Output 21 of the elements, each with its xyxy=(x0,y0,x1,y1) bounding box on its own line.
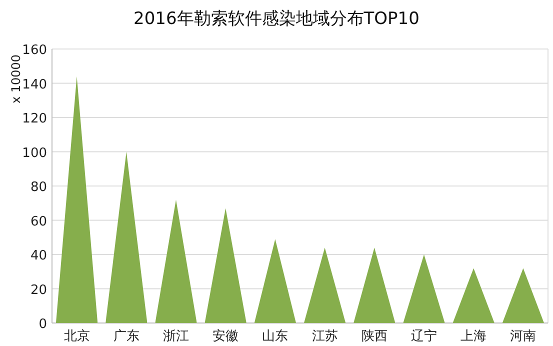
y-tick-label: 20 xyxy=(30,282,47,298)
x-tick-label: 河南 xyxy=(510,329,536,344)
y-tick-label: 40 xyxy=(30,248,47,264)
x-tick-label: 浙江 xyxy=(163,329,189,344)
y-tick-label: 80 xyxy=(30,180,47,195)
x-tick-label: 江苏 xyxy=(312,329,338,344)
chart-title: 2016年勒索软件感染地域分布TOP10 xyxy=(134,9,420,29)
x-tick-label: 广东 xyxy=(113,329,140,344)
x-tick-label: 北京 xyxy=(64,329,90,344)
y-tick-label: 120 xyxy=(22,112,47,126)
y-tick-label: 60 xyxy=(30,214,47,230)
x-tick-label: 上海 xyxy=(460,329,487,344)
y-tick-label: 0 xyxy=(38,317,47,332)
x-tick-label: 山东 xyxy=(262,329,288,344)
y-tick-label: 140 xyxy=(22,77,47,92)
y-tick-label: 100 xyxy=(22,146,47,161)
x-tick-label: 安徽 xyxy=(212,328,239,344)
x-tick-label: 辽宁 xyxy=(411,328,437,344)
y-axis-title: x 10000 xyxy=(9,54,23,104)
x-tick-label: 陕西 xyxy=(361,329,388,344)
y-tick-label: 160 xyxy=(22,43,47,58)
